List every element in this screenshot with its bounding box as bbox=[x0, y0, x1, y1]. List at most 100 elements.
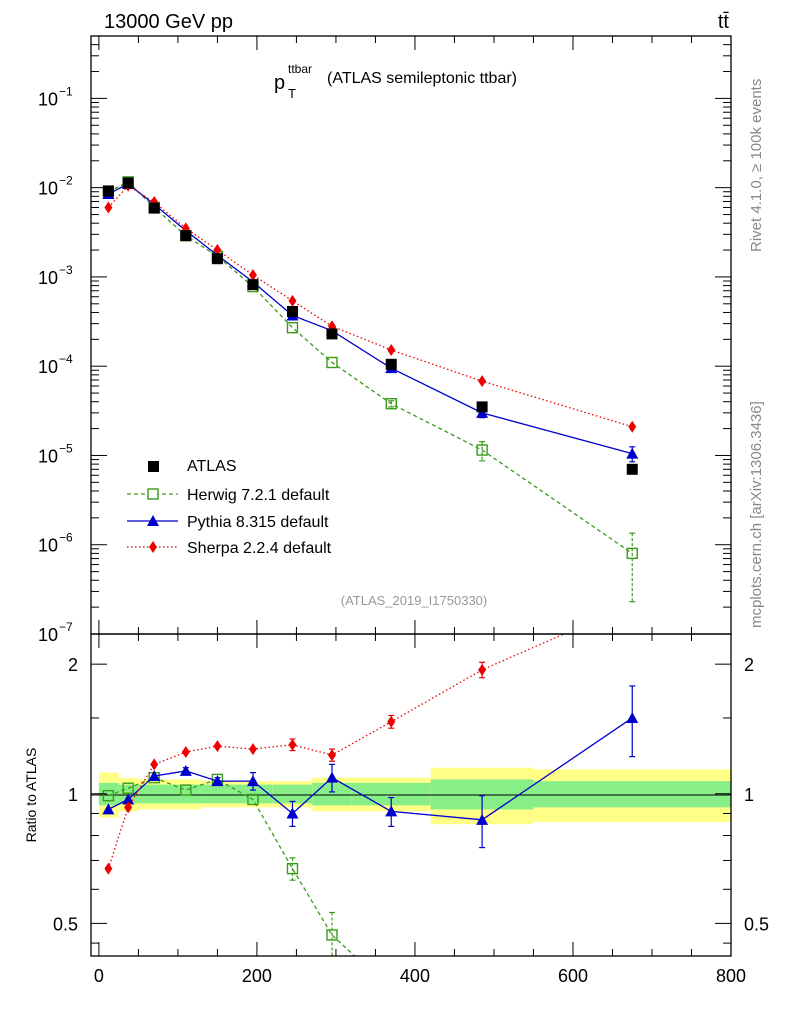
atlas-point bbox=[180, 230, 192, 242]
sherpa-point bbox=[478, 663, 487, 676]
sherpa-point bbox=[181, 746, 190, 759]
title-subscript: T bbox=[288, 86, 296, 101]
sherpa-line bbox=[107, 184, 633, 428]
plot-title: p T ttbar (ATLAS semileptonic ttbar) bbox=[274, 62, 517, 101]
ratio-frame bbox=[90, 633, 732, 957]
pythia-point bbox=[325, 771, 338, 783]
x-tick-label: 0 bbox=[94, 966, 104, 986]
herwig-point bbox=[286, 862, 299, 875]
ratio-axis-ticks bbox=[91, 634, 732, 956]
herwig-point bbox=[385, 398, 397, 410]
legend-marker-pythia bbox=[147, 515, 159, 526]
sherpa-point bbox=[387, 343, 396, 356]
herwig-point bbox=[102, 789, 115, 802]
ratio-y-tick-label-left: 2 bbox=[68, 655, 78, 675]
main-y-tick-exponent: −4 bbox=[59, 352, 73, 366]
pythia-point bbox=[122, 793, 135, 805]
main-y-tick-exponent: −6 bbox=[59, 531, 73, 545]
pythia-point bbox=[148, 769, 161, 781]
main-data-layer bbox=[102, 176, 639, 603]
sherpa-point bbox=[327, 749, 336, 762]
herwig-point bbox=[326, 929, 338, 941]
rivet-label: Rivet 4.1.0, ≥ 100k events bbox=[748, 79, 765, 252]
atlas-point bbox=[476, 401, 488, 413]
sherpa-point bbox=[387, 715, 396, 728]
herwig-point bbox=[286, 321, 299, 334]
pythia-point bbox=[476, 813, 489, 825]
source-label: mcplots.cern.ch [arXiv:1306.3436] bbox=[748, 401, 765, 628]
sherpa-point bbox=[104, 201, 113, 214]
legend-marker-herwig bbox=[147, 488, 159, 500]
atlas-point bbox=[122, 177, 134, 189]
analysis-label: (ATLAS_2019_I1750330) bbox=[341, 593, 487, 608]
title-text: (ATLAS semileptonic ttbar) bbox=[327, 70, 517, 87]
ratio-panel: 0.5 0.5 1 1 2 2 0 200 400 600 800 Ratio to ATLAS bbox=[23, 633, 769, 986]
legend-entry-pythia: Pythia 8.315 default bbox=[127, 514, 329, 531]
ratio-data-layer bbox=[102, 634, 639, 956]
band-inner bbox=[312, 782, 352, 806]
atlas-point bbox=[148, 202, 160, 214]
main-y-tick-label: 10 bbox=[38, 625, 58, 645]
header-energy: 13000 GeV pp bbox=[104, 11, 233, 33]
pythia-point bbox=[179, 764, 192, 776]
sherpa-point bbox=[124, 801, 133, 814]
herwig-ratio-line bbox=[108, 776, 356, 956]
sherpa-point bbox=[104, 862, 113, 875]
legend-marker-atlas bbox=[148, 461, 159, 472]
ratio-y-tick-label-right: 0.5 bbox=[744, 914, 769, 934]
pythia-point bbox=[385, 805, 398, 817]
atlas-point bbox=[247, 279, 259, 291]
main-y-tick-labels: 10−710−610−510−410−310−210−1 bbox=[38, 84, 73, 645]
main-y-tick-exponent: −1 bbox=[59, 84, 73, 98]
x-tick-label: 800 bbox=[716, 966, 746, 986]
band-inner bbox=[138, 784, 171, 804]
main-y-tick-label: 10 bbox=[38, 357, 58, 377]
legend-marker-sherpa bbox=[149, 541, 157, 553]
main-y-tick-exponent: −2 bbox=[59, 174, 73, 188]
herwig-point bbox=[326, 356, 338, 369]
sherpa-point bbox=[478, 375, 487, 388]
legend-label-pythia: Pythia 8.315 default bbox=[187, 514, 329, 531]
main-axis-ticks bbox=[91, 35, 732, 635]
sherpa-ratio-line bbox=[107, 634, 566, 869]
title-superscript: ttbar bbox=[288, 62, 312, 76]
sherpa-point bbox=[248, 743, 257, 756]
main-y-tick-label: 10 bbox=[38, 446, 58, 466]
sherpa-point bbox=[150, 758, 159, 771]
sherpa-point bbox=[628, 420, 637, 433]
main-y-tick-exponent: −3 bbox=[59, 263, 73, 277]
sherpa-point bbox=[288, 738, 297, 751]
legend-entry-atlas: ATLAS bbox=[148, 458, 237, 475]
band-inner bbox=[201, 784, 234, 804]
ratio-y-tick-label-left: 1 bbox=[68, 785, 78, 805]
band-inner bbox=[272, 784, 313, 804]
atlas-point bbox=[211, 253, 223, 265]
legend-entry-sherpa: Sherpa 2.2.4 default bbox=[127, 540, 332, 557]
pythia-point bbox=[102, 803, 115, 815]
main-y-tick-label: 10 bbox=[38, 268, 58, 288]
title-p: p bbox=[274, 72, 285, 94]
ratio-uncertainty-bands bbox=[98, 767, 731, 825]
x-tick-label: 200 bbox=[242, 966, 272, 986]
pythia-point bbox=[246, 775, 259, 787]
herwig-point bbox=[626, 547, 638, 560]
ratio-y-tick-labels: 0.5 0.5 1 1 2 2 bbox=[53, 655, 769, 934]
sherpa-point bbox=[288, 294, 297, 307]
legend-label-herwig: Herwig 7.2.1 default bbox=[187, 487, 330, 504]
sherpa-point bbox=[213, 244, 222, 257]
atlas-point bbox=[286, 305, 298, 317]
main-y-tick-label: 10 bbox=[38, 89, 58, 109]
pythia-point bbox=[286, 807, 299, 819]
x-tick-label: 600 bbox=[558, 966, 588, 986]
herwig-point bbox=[180, 784, 192, 796]
atlas-point bbox=[102, 185, 114, 197]
main-y-tick-exponent: −7 bbox=[59, 620, 73, 634]
main-y-tick-label: 10 bbox=[38, 179, 58, 199]
pythia-point bbox=[626, 711, 639, 723]
herwig-point bbox=[476, 444, 488, 456]
sherpa-point bbox=[213, 740, 222, 753]
ratio-y-axis-label: Ratio to ATLAS bbox=[23, 748, 39, 843]
legend-label-sherpa: Sherpa 2.2.4 default bbox=[187, 540, 332, 557]
atlas-point bbox=[326, 328, 338, 340]
